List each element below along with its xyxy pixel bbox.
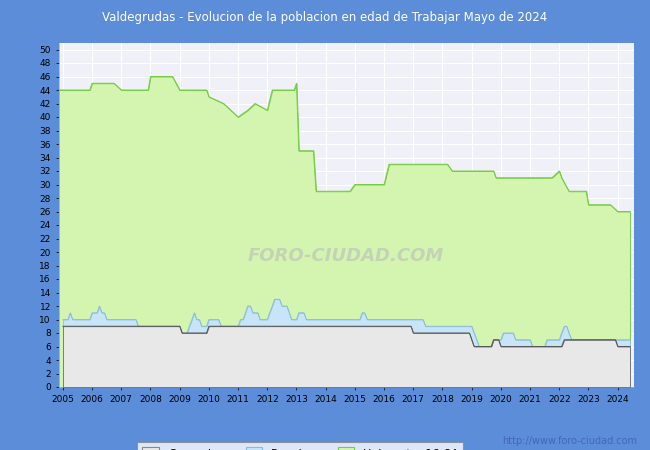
Text: FORO-CIUDAD.COM: FORO-CIUDAD.COM	[248, 247, 444, 265]
Legend: Ocupados, Parados, Hab. entre 16-64: Ocupados, Parados, Hab. entre 16-64	[136, 441, 463, 450]
Text: Valdegrudas - Evolucion de la poblacion en edad de Trabajar Mayo de 2024: Valdegrudas - Evolucion de la poblacion …	[103, 12, 547, 24]
Text: http://www.foro-ciudad.com: http://www.foro-ciudad.com	[502, 436, 637, 446]
